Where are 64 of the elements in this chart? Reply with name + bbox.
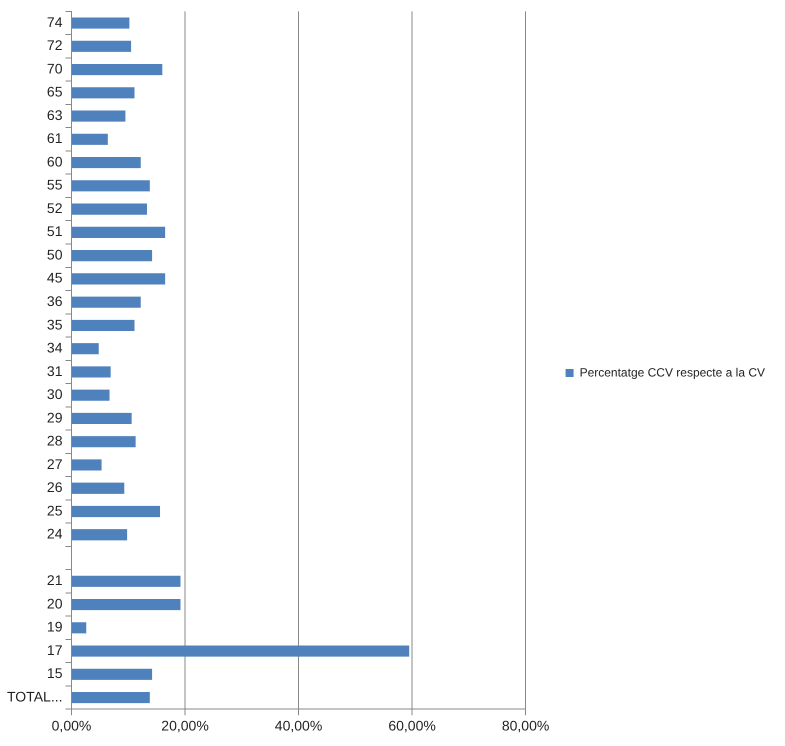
y-tick-label: 19 <box>46 618 63 635</box>
y-tick-label: 36 <box>46 293 63 310</box>
y-tick-label: 70 <box>46 60 63 76</box>
bar <box>72 436 136 448</box>
bar <box>72 482 124 494</box>
y-tick-label: 60 <box>46 153 63 170</box>
bar <box>72 622 86 634</box>
y-tick-label: 28 <box>46 432 63 449</box>
x-tick-label: 80,00% <box>502 717 550 734</box>
bar <box>72 226 166 238</box>
bar <box>72 668 152 680</box>
y-tick-label: 45 <box>46 270 63 286</box>
y-tick-label: 72 <box>46 37 63 54</box>
y-tick-label: 51 <box>46 223 63 240</box>
bar <box>72 506 160 518</box>
y-tick-label: 24 <box>46 526 63 542</box>
x-tick-label: 20,00% <box>161 717 209 734</box>
y-tick-label: 21 <box>46 572 63 588</box>
y-tick-label: 35 <box>46 316 63 332</box>
y-tick-label: 63 <box>46 106 63 123</box>
y-tick-label: 26 <box>46 479 63 496</box>
bar <box>72 692 150 704</box>
bar <box>72 17 130 29</box>
bar <box>72 343 99 354</box>
bar <box>72 180 150 192</box>
y-tick-label: 30 <box>46 386 63 402</box>
bar <box>72 529 128 540</box>
y-tick-label: 34 <box>46 340 63 356</box>
y-tick-label: 27 <box>46 456 63 472</box>
bar <box>72 204 147 215</box>
bar <box>72 87 134 98</box>
bar <box>72 390 110 401</box>
bar <box>72 366 111 378</box>
y-tick-label: 31 <box>46 362 63 379</box>
bar <box>72 250 152 262</box>
y-tick-label: 15 <box>46 665 63 682</box>
x-tick-label: 40,00% <box>274 717 322 734</box>
y-tick-label: TOTAL... <box>6 688 62 704</box>
bar <box>72 296 141 308</box>
legend-label: Percentatge CCV respecte a la CV <box>580 365 766 380</box>
x-tick-label: 60,00% <box>388 717 436 734</box>
y-tick-label: 52 <box>46 200 63 216</box>
bar <box>72 134 108 145</box>
bar <box>72 412 132 424</box>
bar <box>72 645 410 657</box>
bar <box>72 320 134 331</box>
y-tick-label: 50 <box>46 246 63 262</box>
bar <box>72 459 102 471</box>
bar <box>72 64 162 76</box>
bar <box>72 576 180 587</box>
y-tick-label: 61 <box>46 130 63 146</box>
y-tick-label: 55 <box>46 176 63 193</box>
bar <box>72 273 166 284</box>
y-tick-label: 20 <box>46 595 63 612</box>
bar <box>72 598 180 610</box>
y-tick-label: 29 <box>46 409 63 426</box>
y-tick-label: 25 <box>46 502 63 518</box>
y-tick-label: 17 <box>46 642 63 658</box>
x-tick-label: 0,00% <box>52 717 92 734</box>
bar <box>72 40 132 52</box>
y-tick-label: 74 <box>46 14 63 30</box>
bar <box>72 157 141 168</box>
y-tick-label: 65 <box>46 84 63 100</box>
bar <box>72 110 126 122</box>
